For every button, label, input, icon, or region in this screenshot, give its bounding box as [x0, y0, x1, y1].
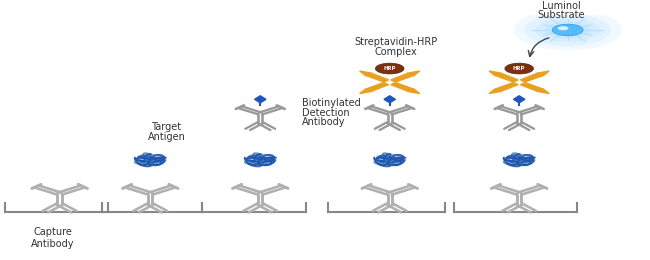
Circle shape [525, 14, 611, 46]
Polygon shape [391, 83, 413, 91]
Text: Capture: Capture [34, 227, 73, 237]
Circle shape [376, 63, 404, 74]
Text: HRP: HRP [384, 66, 396, 71]
Polygon shape [520, 83, 543, 91]
Circle shape [251, 157, 270, 164]
Circle shape [514, 10, 621, 50]
Text: HRP: HRP [513, 66, 525, 71]
Polygon shape [366, 83, 389, 91]
Text: A: A [517, 80, 522, 85]
Text: Detection: Detection [302, 108, 350, 118]
Circle shape [140, 157, 160, 164]
Circle shape [558, 26, 569, 30]
Polygon shape [359, 71, 372, 76]
Text: Antibody: Antibody [302, 118, 346, 127]
Circle shape [505, 63, 534, 74]
Circle shape [545, 21, 591, 39]
Polygon shape [408, 89, 420, 94]
Text: A: A [387, 80, 392, 85]
Polygon shape [359, 89, 372, 94]
Text: Luminol: Luminol [542, 1, 580, 10]
Text: Antibody: Antibody [31, 239, 75, 249]
Polygon shape [489, 89, 502, 94]
Text: Streptavidin-HRP: Streptavidin-HRP [354, 37, 438, 47]
Polygon shape [391, 73, 413, 82]
Text: Substrate: Substrate [538, 10, 585, 20]
Polygon shape [495, 83, 518, 91]
Polygon shape [408, 71, 420, 76]
Polygon shape [495, 73, 518, 82]
Polygon shape [537, 71, 549, 76]
Polygon shape [366, 73, 389, 82]
Text: Biotinylated: Biotinylated [302, 98, 361, 108]
Polygon shape [384, 96, 395, 103]
Circle shape [510, 157, 529, 164]
Polygon shape [537, 89, 549, 94]
Circle shape [380, 157, 399, 164]
Text: Complex: Complex [375, 47, 417, 57]
Polygon shape [255, 96, 266, 103]
Polygon shape [514, 96, 525, 103]
Text: Antigen: Antigen [148, 132, 185, 142]
Polygon shape [489, 71, 502, 76]
Circle shape [552, 24, 583, 36]
Circle shape [536, 18, 600, 42]
Text: Target: Target [151, 122, 181, 132]
Polygon shape [520, 73, 543, 82]
